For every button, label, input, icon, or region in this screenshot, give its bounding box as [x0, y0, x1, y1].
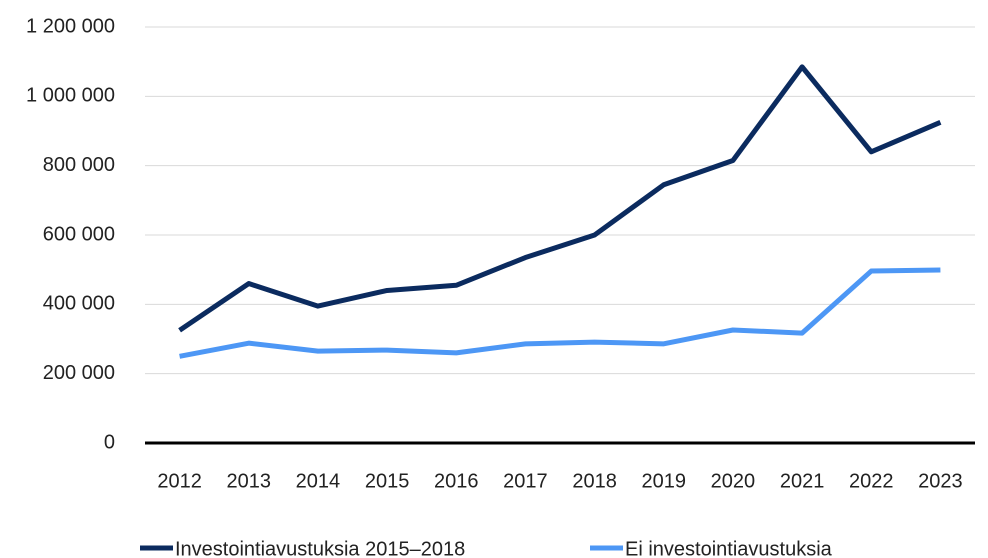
y-tick-label: 200 000 [43, 362, 115, 384]
x-tick-label: 2018 [572, 470, 617, 492]
x-tick-label: 2017 [503, 470, 548, 492]
x-tick-label: 2014 [296, 470, 341, 492]
y-tick-label: 1 000 000 [26, 85, 115, 107]
x-tick-label: 2016 [434, 470, 479, 492]
x-tick-label: 2020 [711, 470, 756, 492]
x-tick-label: 2019 [642, 470, 687, 492]
x-tick-label: 2012 [157, 470, 202, 492]
x-tick-label: 2023 [918, 470, 963, 492]
series-line [179, 267, 941, 359]
x-tick-label: 2015 [365, 470, 410, 492]
series-line [178, 64, 942, 333]
y-tick-label: 400 000 [43, 293, 115, 315]
legend-label: Investointiavustuksia 2015–2018 [175, 538, 465, 558]
y-tick-label: 0 [104, 431, 115, 453]
y-tick-label: 800 000 [43, 154, 115, 176]
x-tick-label: 2021 [780, 470, 825, 492]
x-tick-label: 2022 [849, 470, 894, 492]
legend-label: Ei investointiavustuksia [625, 538, 833, 558]
x-tick-label: 2013 [227, 470, 272, 492]
y-tick-label: 1 200 000 [26, 15, 115, 37]
y-tick-label: 600 000 [43, 223, 115, 245]
